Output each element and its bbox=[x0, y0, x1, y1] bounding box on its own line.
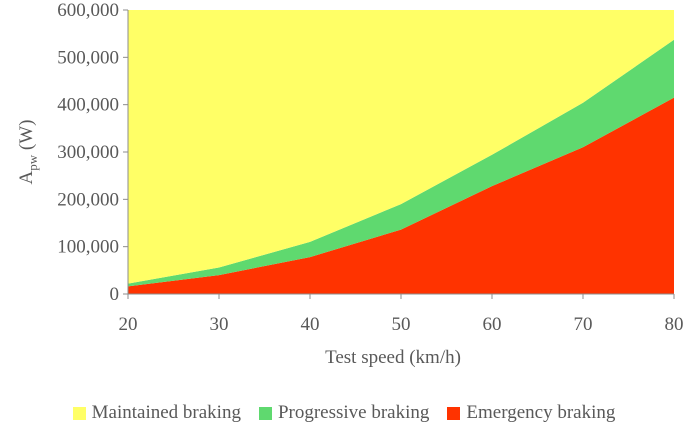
y-tick-label: 0 bbox=[110, 284, 120, 305]
y-axis-label-main: A bbox=[16, 170, 37, 184]
y-axis-label: Apw (W) bbox=[16, 120, 40, 185]
legend: Maintained braking Progressive braking Eme… bbox=[0, 401, 688, 425]
x-tick-label: 70 bbox=[574, 314, 593, 335]
legend-item-maintained-braking: Maintained braking bbox=[72, 402, 241, 424]
legend-swatch bbox=[72, 406, 86, 420]
x-axis-label: Test speed (km/h) bbox=[325, 347, 461, 368]
legend-swatch bbox=[258, 406, 272, 420]
axes-layer: 0 100,000 200,000 300,000 400,000 500,000 600,… bbox=[57, 0, 683, 335]
y-tick-label: 200,000 bbox=[57, 189, 119, 210]
y-axis-label-unit: (W) bbox=[16, 120, 37, 155]
y-tick-label: 600,000 bbox=[57, 0, 119, 21]
y-axis-label-sub: pw bbox=[25, 154, 40, 171]
y-tick-label: 300,000 bbox=[57, 142, 119, 163]
legend-label: Emergency braking bbox=[466, 402, 616, 423]
legend-swatch bbox=[447, 406, 461, 420]
x-tick-label: 60 bbox=[483, 314, 502, 335]
y-tick-label: 400,000 bbox=[57, 95, 119, 116]
area-maintained-braking bbox=[128, 10, 674, 284]
area-chart: 0 100,000 200,000 300,000 400,000 500,000 600,… bbox=[16, 0, 684, 368]
x-tick-label: 20 bbox=[119, 314, 138, 335]
area-layer bbox=[128, 10, 674, 294]
legend-label: Maintained braking bbox=[91, 402, 241, 423]
x-tick-label: 30 bbox=[210, 314, 229, 335]
legend-item-progressive-braking: Progressive braking bbox=[258, 402, 430, 424]
y-tick-label: 100,000 bbox=[57, 237, 119, 258]
y-tick-label: 500,000 bbox=[57, 47, 119, 68]
x-tick-label: 80 bbox=[665, 314, 684, 335]
legend-item-emergency-braking: Emergency braking bbox=[447, 402, 615, 424]
x-tick-label: 40 bbox=[301, 314, 320, 335]
area-emergency-braking bbox=[128, 97, 674, 294]
x-tick-label: 50 bbox=[392, 314, 411, 335]
legend-label: Progressive braking bbox=[277, 402, 430, 423]
